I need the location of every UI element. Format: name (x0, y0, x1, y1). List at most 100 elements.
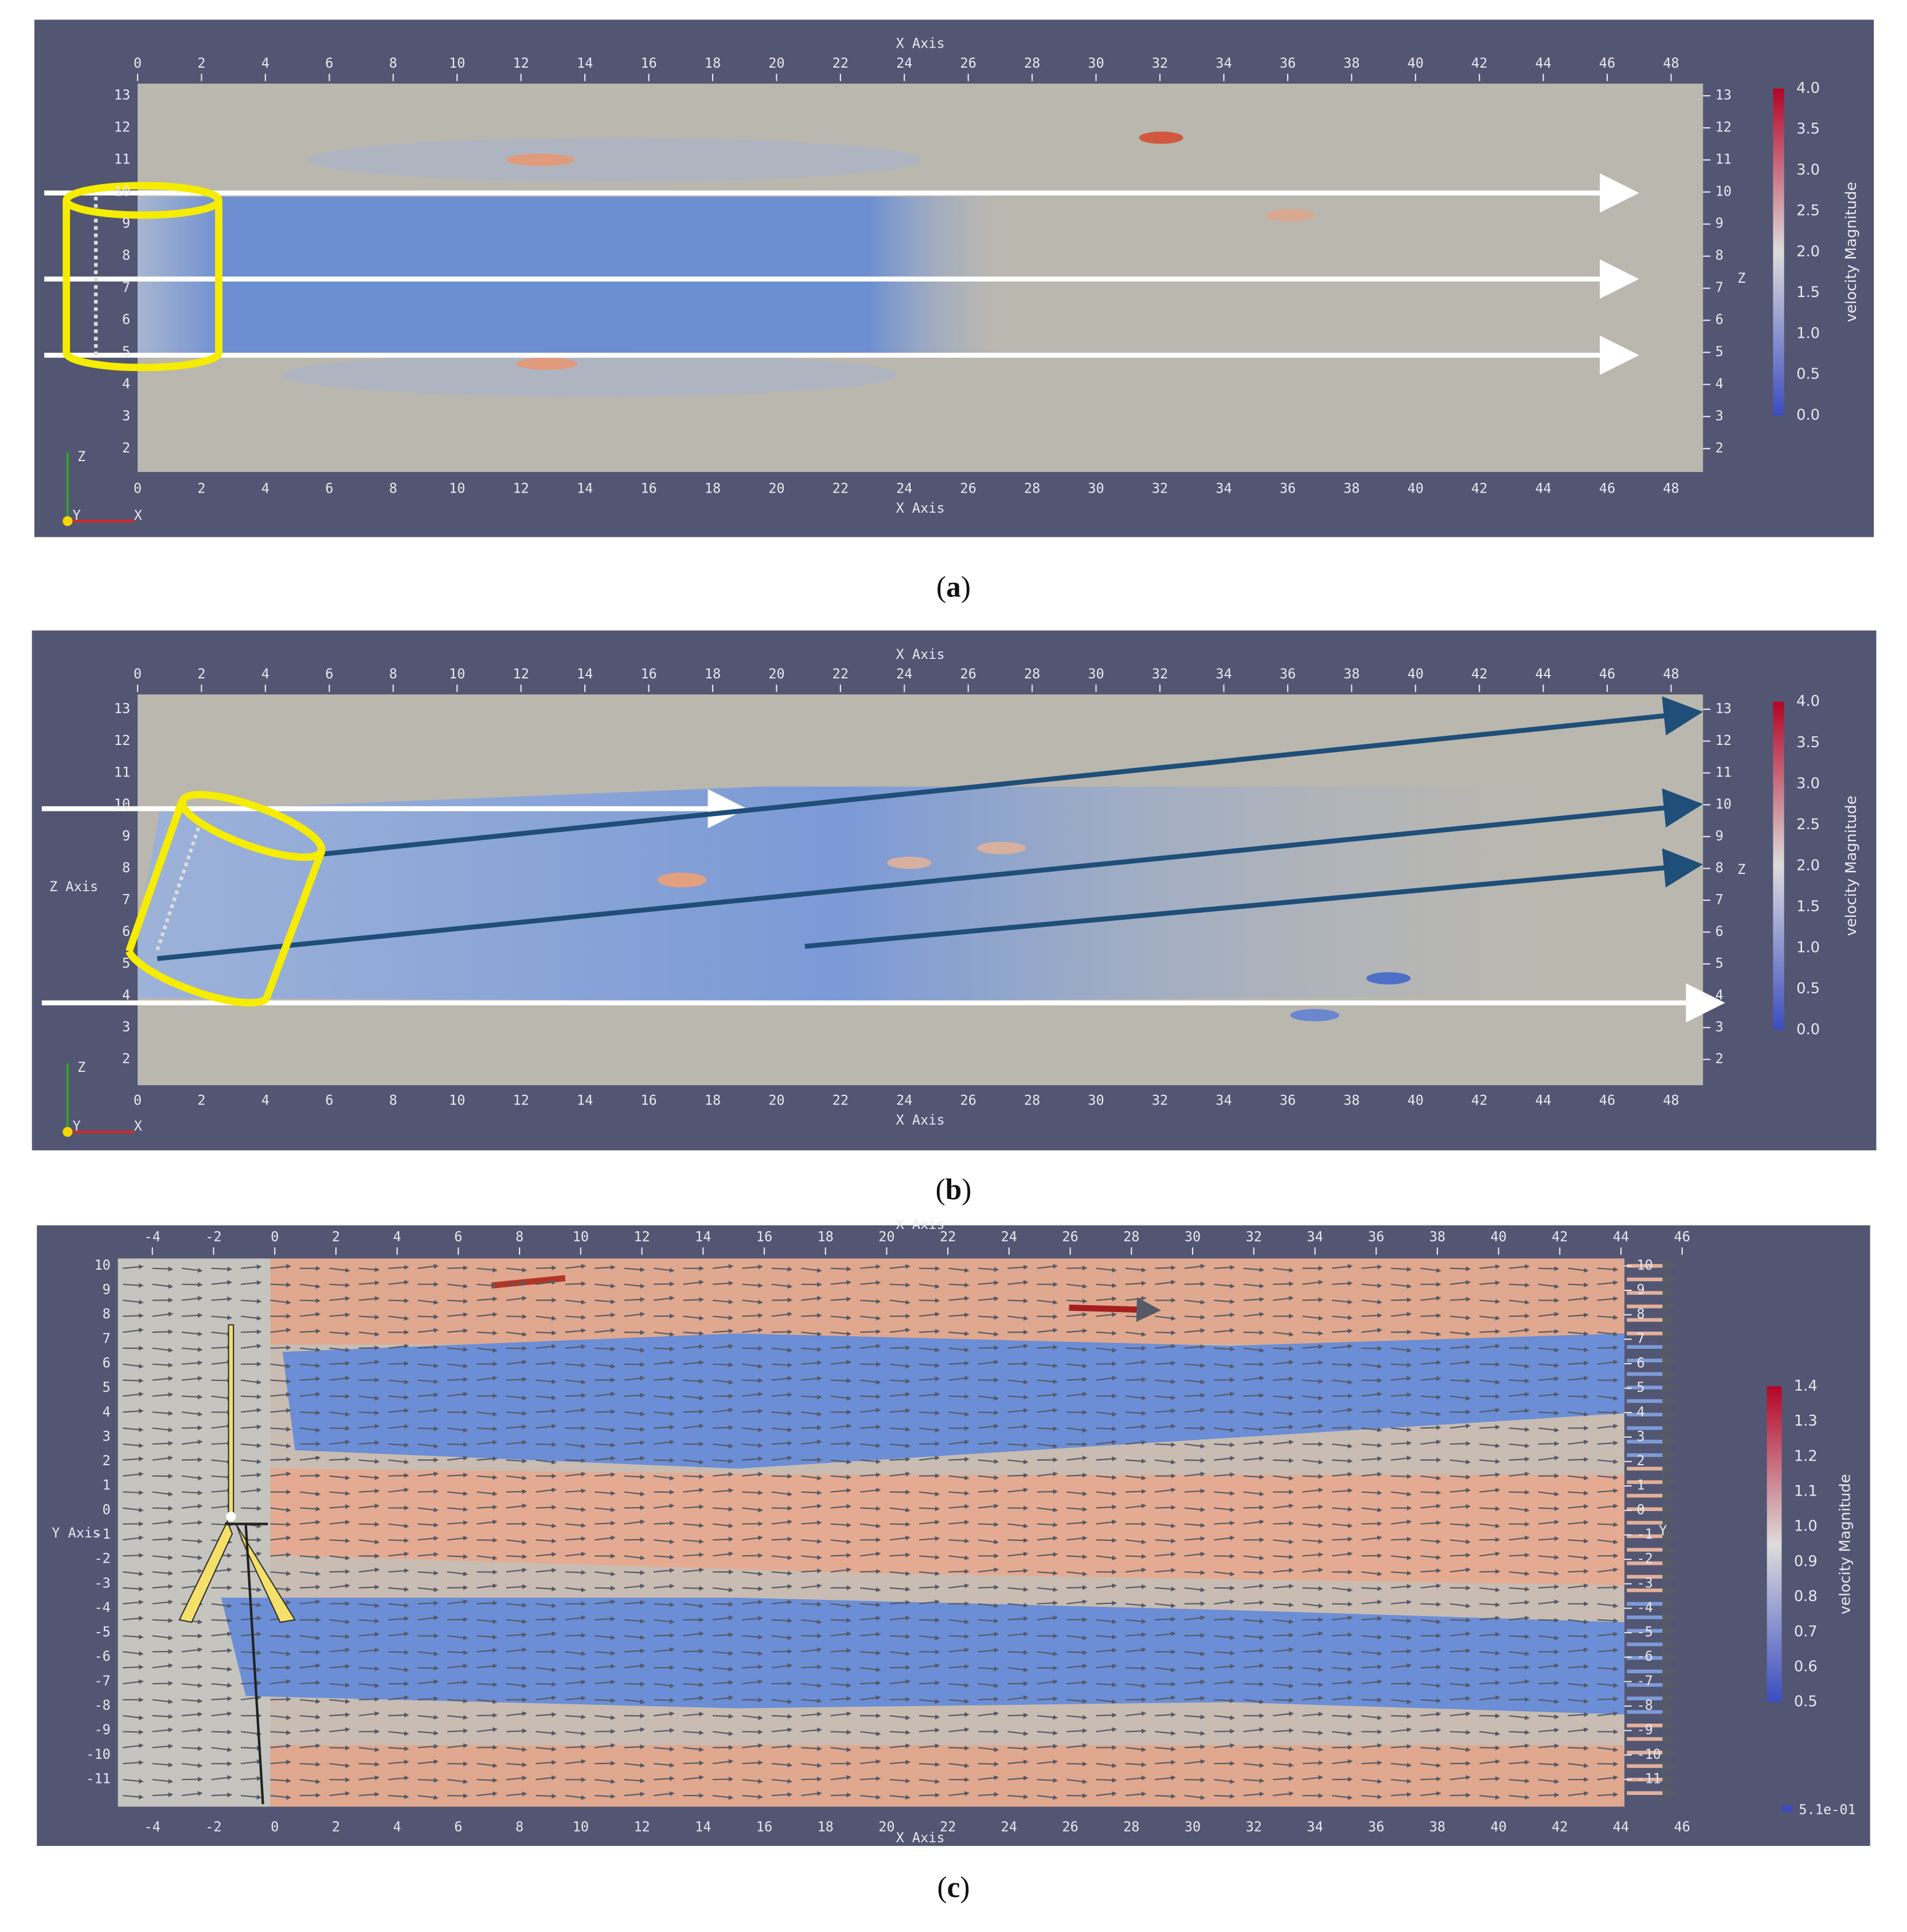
colorbar (1773, 88, 1784, 416)
glyph (536, 1265, 557, 1271)
glyph (329, 1475, 350, 1481)
glyph (889, 1759, 910, 1765)
glyph (1449, 1618, 1471, 1623)
glyph (299, 1312, 321, 1317)
glyph (417, 1730, 439, 1736)
glyph (388, 1695, 409, 1700)
glyph (358, 1395, 380, 1401)
glyph (240, 1472, 262, 1478)
glyph (1066, 1442, 1088, 1447)
x-tick-label: 4 (393, 1818, 401, 1835)
glyph (299, 1427, 321, 1433)
x-tick-label: 10 (449, 1092, 465, 1109)
glyph (860, 1650, 881, 1656)
glyph (712, 1731, 734, 1736)
glyph (152, 1599, 174, 1605)
glyph (712, 1506, 734, 1512)
x-tick-label: 6 (454, 1229, 462, 1245)
glyph (417, 1363, 439, 1368)
glyph (388, 1316, 409, 1321)
glyph (299, 1392, 321, 1397)
glyph (830, 1603, 852, 1609)
side-tick-label: -4 (1637, 1599, 1653, 1615)
glyph (1037, 1314, 1058, 1320)
glyph (447, 1536, 468, 1541)
glyph (860, 1459, 881, 1464)
side-tick-label: 8 (103, 1306, 111, 1322)
x-tick-label: 24 (1001, 1818, 1017, 1835)
glyph (771, 1714, 793, 1719)
glyph (712, 1379, 734, 1385)
glyph (1390, 1536, 1412, 1542)
glyph (624, 1347, 646, 1353)
glyph (1155, 1794, 1176, 1799)
glyph (329, 1745, 350, 1751)
x-tick-label: 8 (515, 1229, 523, 1245)
glyph (771, 1363, 793, 1368)
glyph (447, 1391, 468, 1397)
glyph (919, 1363, 940, 1368)
side-tick-label: 7 (122, 891, 130, 907)
glyph (152, 1363, 174, 1368)
glyph (536, 1538, 557, 1544)
glyph (123, 1664, 144, 1670)
x-tick-label: 34 (1216, 481, 1232, 497)
glyph (919, 1520, 940, 1525)
colorbar (1767, 1386, 1782, 1703)
glyph (536, 1423, 557, 1429)
glyph (1332, 1777, 1353, 1782)
x-tick-label: 46 (1674, 1818, 1690, 1835)
x-axis-title: X Axis (896, 500, 945, 516)
x-tick-label: 30 (1088, 55, 1104, 71)
glyph (329, 1648, 350, 1653)
x-tick-label: -4 (144, 1818, 161, 1835)
glyph (536, 1712, 557, 1718)
glyph (1302, 1409, 1324, 1414)
x-axis-title: X Axis (896, 1216, 945, 1232)
glyph (182, 1763, 203, 1768)
caption-letter: a (946, 571, 961, 604)
glyph (447, 1728, 468, 1734)
glyph (358, 1683, 380, 1688)
side-tick-label: 4 (122, 987, 130, 1003)
glyph (978, 1584, 999, 1590)
side-tick-label: 9 (1715, 215, 1724, 231)
glyph (358, 1618, 380, 1623)
glyph (182, 1698, 203, 1704)
glyph (123, 1283, 144, 1288)
triad-label: Z (77, 1059, 85, 1075)
glyph (830, 1683, 852, 1688)
glyph (506, 1554, 527, 1559)
x-tick-label: 32 (1152, 666, 1168, 682)
glyph (565, 1794, 587, 1800)
x-tick-label: 28 (1024, 666, 1040, 682)
glyph (388, 1712, 409, 1718)
glyph (742, 1456, 763, 1462)
glyph (123, 1427, 144, 1433)
glyph (919, 1793, 940, 1798)
glyph (624, 1648, 646, 1654)
glyph (742, 1299, 763, 1305)
glyph (536, 1408, 557, 1414)
x-tick-label: 8 (389, 1092, 397, 1109)
glyph (919, 1699, 940, 1704)
glyph (595, 1761, 616, 1766)
x-tick-label: 16 (756, 1818, 772, 1835)
x-tick-label: 10 (449, 481, 465, 497)
glyph (830, 1315, 852, 1321)
glyph (299, 1714, 321, 1720)
x-tick-label: 14 (695, 1818, 711, 1835)
glyph (654, 1395, 675, 1400)
glyph (299, 1283, 321, 1289)
glyph (329, 1394, 350, 1399)
glyph (771, 1455, 793, 1461)
glyph (801, 1313, 822, 1318)
glyph (1361, 1346, 1382, 1351)
glyph (123, 1615, 144, 1621)
glyph (506, 1424, 527, 1430)
glyph (919, 1283, 940, 1289)
glyph (329, 1712, 350, 1718)
glyph (240, 1344, 262, 1349)
glyph (624, 1427, 646, 1432)
glyph (565, 1714, 587, 1720)
